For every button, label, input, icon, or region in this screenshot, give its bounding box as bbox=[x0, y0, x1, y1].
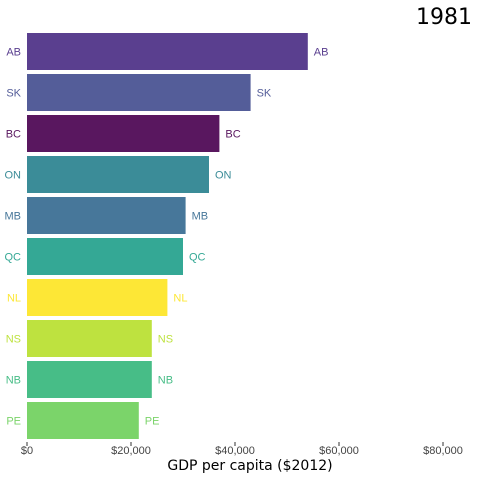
bar-on bbox=[27, 156, 209, 193]
bar-qc bbox=[27, 238, 183, 275]
x-tick-label: $0 bbox=[21, 445, 33, 457]
x-axis-title: GDP per capita ($2012) bbox=[167, 458, 332, 474]
bar-end-label-ns: NS bbox=[158, 334, 173, 346]
bar-end-label-nl: NL bbox=[173, 293, 187, 305]
category-label-ab: AB bbox=[6, 47, 21, 59]
category-label-nl: NL bbox=[7, 293, 21, 305]
bar-bc bbox=[27, 115, 220, 152]
category-label-qc: QC bbox=[5, 252, 22, 264]
bar-sk bbox=[27, 74, 251, 111]
category-label-on: ON bbox=[5, 170, 22, 182]
x-tick-label: $80,000 bbox=[423, 445, 463, 457]
category-label-sk: SK bbox=[6, 88, 21, 100]
bar-end-label-on: ON bbox=[215, 170, 232, 182]
bar-mb bbox=[27, 197, 186, 234]
bar-end-label-nb: NB bbox=[158, 375, 173, 387]
bar-nl bbox=[27, 279, 168, 316]
category-label-mb: MB bbox=[5, 211, 22, 223]
x-axis-ticks-group: $0 $20,000 $40,000 $60,000 $80,000 bbox=[21, 442, 463, 457]
x-tick-label: $40,000 bbox=[215, 445, 255, 457]
bar-pe bbox=[27, 402, 139, 439]
category-label-nb: NB bbox=[6, 375, 21, 387]
bar-end-label-sk: SK bbox=[257, 88, 272, 100]
bar-end-label-pe: PE bbox=[145, 416, 160, 428]
bars-group bbox=[27, 33, 308, 439]
bar-end-label-bc: BC bbox=[225, 129, 240, 141]
bar-ab bbox=[27, 33, 308, 70]
bar-end-label-mb: MB bbox=[192, 211, 209, 223]
category-labels-group: AB SK BC ON MB QC NL NS NB PE bbox=[5, 47, 22, 428]
bar-nb bbox=[27, 361, 152, 398]
bar-end-label-qc: QC bbox=[189, 252, 206, 264]
year-label: 1981 bbox=[416, 5, 472, 30]
category-label-pe: PE bbox=[6, 416, 21, 428]
category-label-ns: NS bbox=[6, 334, 21, 346]
bar-end-label-ab: AB bbox=[314, 47, 329, 59]
bar-end-labels-group: AB SK BC ON MB QC NL NS NB PE bbox=[145, 47, 329, 428]
bar-ns bbox=[27, 320, 152, 357]
x-tick-label: $20,000 bbox=[111, 445, 151, 457]
x-tick-label: $60,000 bbox=[319, 445, 359, 457]
category-label-bc: BC bbox=[6, 129, 21, 141]
